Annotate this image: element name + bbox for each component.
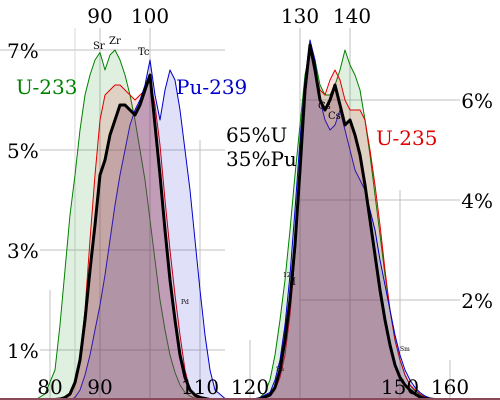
x-tick-160: 160 [431,375,469,399]
label-pu239: Pu-239 [176,75,247,99]
x-top-tick-130: 130 [281,4,319,28]
element-i129-mass: 129 [283,272,295,279]
label-mix-u: 65%U [226,123,287,147]
element-zr: Zr [109,36,121,47]
series-line-65-u-35-pu [25,43,465,400]
y-right-tick-6: 6% [461,89,493,113]
x-top-tick-90: 90 [87,4,112,28]
element-cs-1: Cs [318,101,331,112]
label-u233: U-233 [16,75,77,99]
element-pd: Pd [181,299,189,306]
label-mix-pu: 35%Pu [226,147,297,171]
y-right-tick-2: 2% [461,289,493,313]
x-tick-150: 150 [381,375,419,399]
series-labels: U-233 Pu-239 U-235 65%U 35%Pu [16,75,437,171]
element-tc: Tc [138,47,150,58]
y-left-tick-5: 5% [7,139,39,163]
x-tick-90: 90 [87,375,112,399]
element-labels: Sr Zr Tc Cs Cs Pd 129 I Sn Sm [93,36,410,373]
x-tick-120: 120 [231,375,269,399]
y-left-tick-7: 7% [7,39,39,63]
y-left-tick-1: 1% [7,339,39,363]
series-area-pu-239 [25,40,465,400]
gridlines [0,28,460,400]
x-tick-110: 110 [181,375,219,399]
x-top-tick-100: 100 [131,4,169,28]
y-right-tick-4: 4% [461,189,493,213]
series-layer [25,39,465,400]
y-left-tick-3: 3% [7,239,39,263]
element-sn: Sn [276,366,284,373]
series-area-65-u-35-pu [25,45,465,400]
x-tick-80: 80 [37,375,62,399]
label-u235: U-235 [376,126,437,150]
series-line-pu-239 [25,39,465,400]
element-i129: I [292,277,296,288]
element-sm: Sm [400,346,410,353]
element-cs-2: Cs [328,111,341,122]
element-sr: Sr [93,41,105,52]
x-top-tick-140: 140 [333,4,371,28]
axis-labels: 80 90 110 120 150 160 90 100 130 140 7% … [7,4,493,399]
